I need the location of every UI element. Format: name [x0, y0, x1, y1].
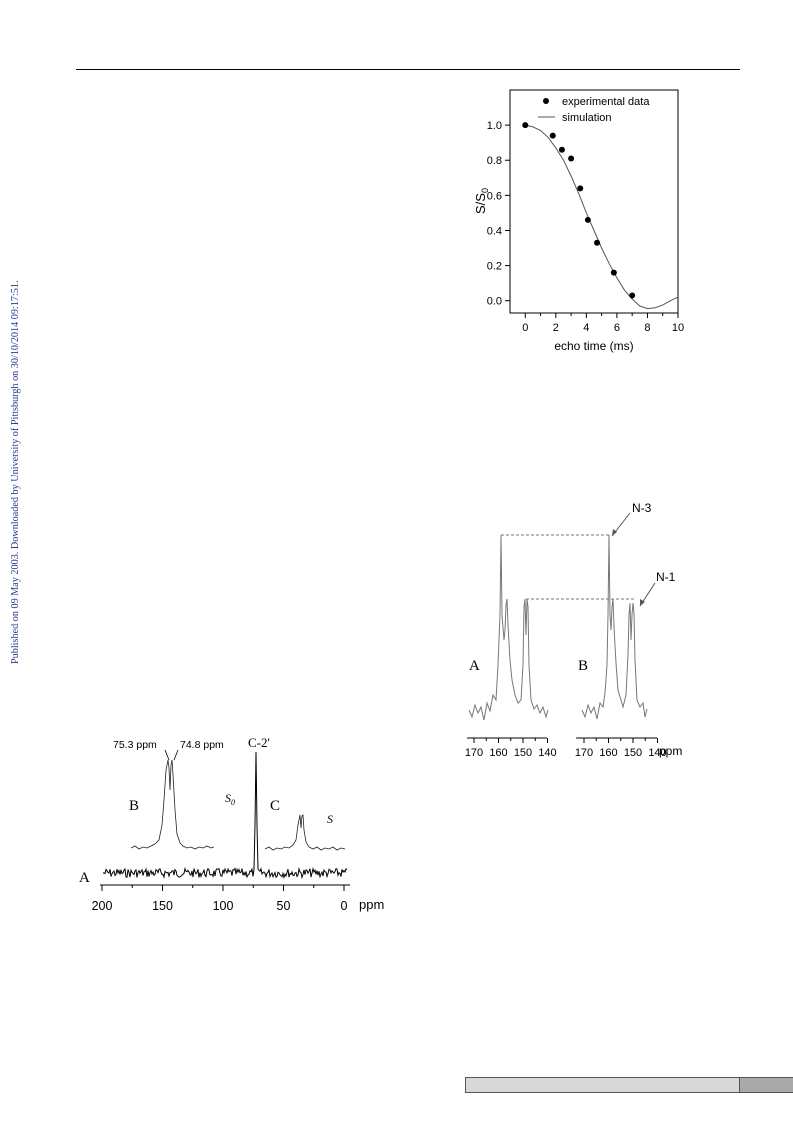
data-point	[629, 292, 636, 299]
data-point	[584, 216, 591, 223]
axis-tick-label: 170	[465, 747, 483, 759]
data-point	[610, 269, 617, 276]
x-tick-label: 6	[614, 322, 620, 334]
panel-a-carbon: A	[79, 870, 90, 886]
panel-b-label: B	[578, 658, 588, 674]
y-axis-label: S/S0	[473, 188, 490, 214]
data-point	[594, 239, 601, 246]
data-point	[568, 155, 575, 162]
data-point	[558, 146, 565, 153]
legend-simulation-label: simulation	[562, 112, 612, 124]
spectrum-b-inset	[130, 759, 215, 850]
axis-tick-label: 170	[575, 747, 593, 759]
peak-label-75-3: 75.3 ppm	[113, 739, 157, 751]
simulation-curve	[525, 124, 679, 310]
s-label: S	[327, 812, 333, 826]
echo-decay-chart: 0 2 4 6 8 10 0.0 0.2 0.4 0.6 0.8 1.0 experimental …	[473, 89, 684, 353]
data-point	[549, 132, 556, 139]
carbon-axis-unit: ppm	[359, 897, 384, 912]
y-tick-label: 0.0	[487, 296, 502, 308]
axis-tick-label: 160	[599, 747, 617, 759]
peak-leader-1	[164, 749, 170, 761]
axis-tick-label: 140	[648, 747, 666, 759]
axis-b-ticks: 170 160 150 140	[575, 738, 667, 759]
axis-tick-label: 100	[213, 899, 234, 913]
echo-decay-figure: 0 2 4 6 8 10 0.0 0.2 0.4 0.6 0.8 1.0 experimental …	[440, 80, 700, 360]
carbon-spectra-figure: 75.3 ppm 74.8 ppm C-2' B S0 C S A 200 150…	[75, 730, 405, 920]
n1-label: N-1	[656, 570, 676, 584]
data-point	[522, 122, 529, 129]
spectrum-a-main	[102, 751, 348, 880]
spectrum-c-inset	[264, 814, 346, 851]
y-tick-label: 1.0	[487, 120, 502, 132]
x-tick-label: 10	[672, 322, 684, 334]
data-point	[577, 185, 584, 192]
axis-tick-label: 160	[489, 747, 507, 759]
y-tick-label: 0.2	[487, 261, 502, 273]
plot-frame	[509, 89, 679, 314]
n1-arrowhead	[640, 599, 645, 606]
panel-b-carbon: B	[129, 798, 139, 814]
carbon-axis-ticks: 200 150 100 50 0	[92, 885, 348, 913]
c2-prime-label: C-2'	[248, 735, 270, 750]
footer-bar-dark	[740, 1077, 793, 1093]
panel-a-label: A	[469, 658, 480, 674]
axis-tick-label: 0	[341, 899, 348, 913]
axis-tick-label: 50	[277, 899, 291, 913]
peak-label-74-8: 74.8 ppm	[180, 739, 224, 751]
axis-tick-label: 150	[152, 899, 173, 913]
header-rule	[76, 69, 740, 70]
margin-note[interactable]: Published on 09 May 2003. Downloaded by …	[2, 262, 24, 664]
margin-note-text[interactable]: Published on 09 May 2003. Downloaded by …	[10, 280, 21, 664]
s0-label: S0	[225, 791, 235, 807]
nitrogen-axis-unit: ppm	[659, 744, 682, 758]
x-axis-label: echo time (ms)	[554, 339, 633, 353]
axis-tick-label: 140	[538, 747, 556, 759]
spectrum-b	[581, 534, 648, 720]
axis-a-ticks: 170 160 150 140	[465, 738, 557, 759]
x-tick-label: 2	[553, 322, 559, 334]
footer-bar-light	[465, 1077, 740, 1093]
footer-bar	[465, 1077, 793, 1093]
nitrogen-spectra-figure: N-3 N-1 A 170 160 150 140 B 170 160 150 140 pp…	[460, 495, 710, 765]
panel-c-carbon: C	[270, 798, 280, 814]
x-tick-label: 0	[522, 322, 528, 334]
y-tick-label: 0.6	[487, 190, 502, 202]
axis-tick-label: 150	[624, 747, 642, 759]
n3-arrowhead	[612, 529, 617, 536]
x-tick-label: 4	[583, 322, 589, 334]
legend-marker-experimental	[543, 98, 549, 104]
legend-experimental-label: experimental data	[562, 96, 650, 108]
n3-label: N-3	[632, 501, 652, 515]
y-tick-label: 0.8	[487, 155, 502, 167]
peak-leader-2	[173, 749, 179, 761]
x-tick-label: 8	[644, 322, 650, 334]
axis-tick-label: 150	[514, 747, 532, 759]
axis-tick-label: 200	[92, 899, 113, 913]
spectrum-a	[468, 534, 549, 721]
y-tick-label: 0.4	[487, 225, 502, 237]
